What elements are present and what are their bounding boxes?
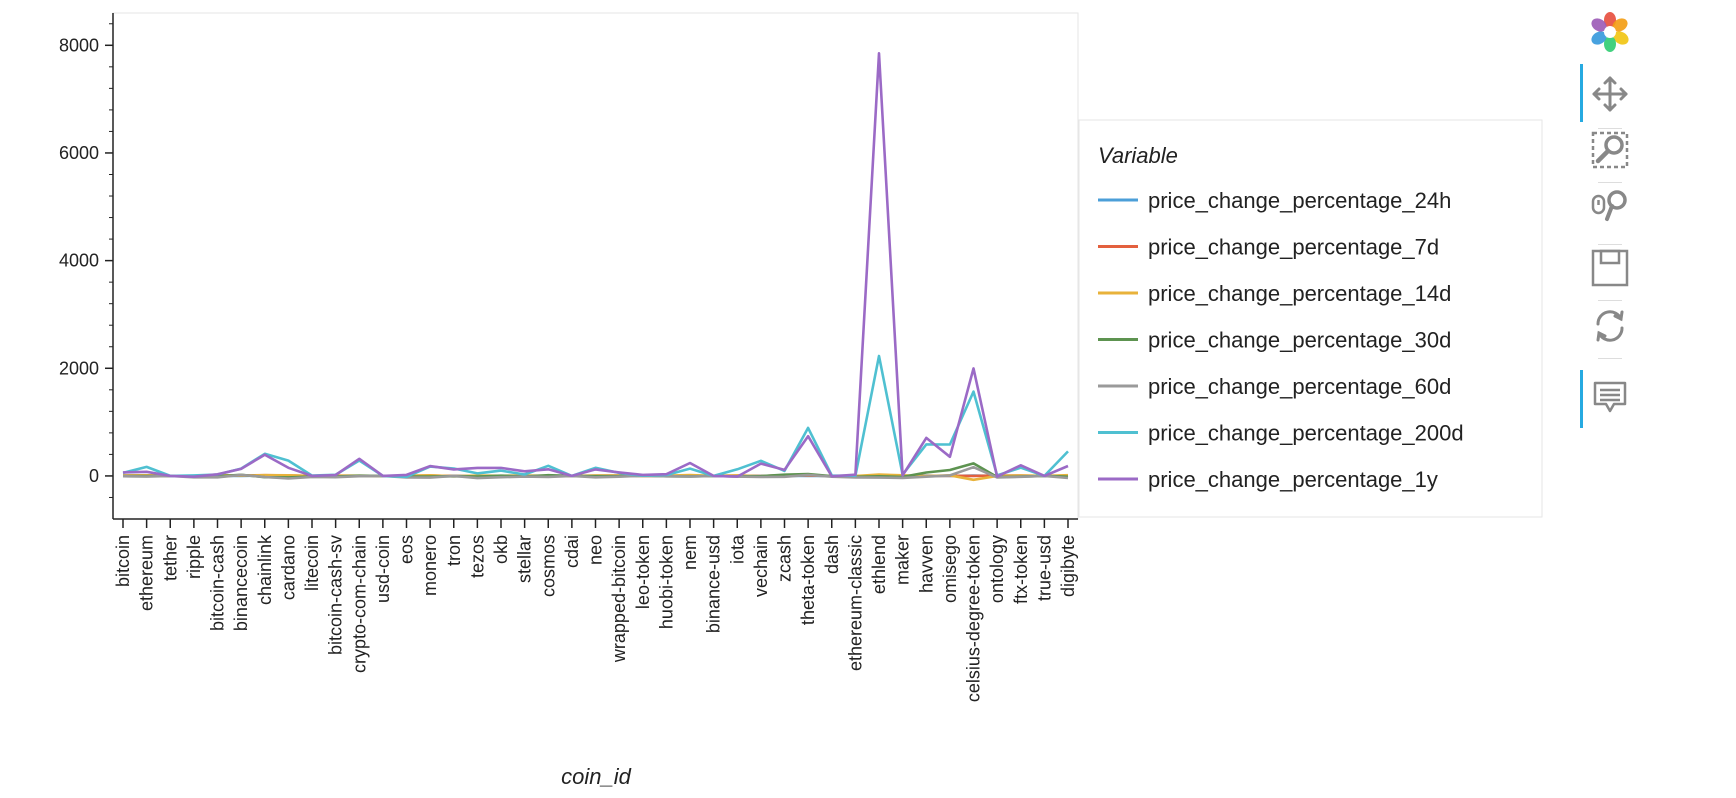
x-tick-label: tron	[444, 535, 464, 566]
x-tick-label: binancecoin	[231, 535, 251, 631]
x-tick-label: crypto-com-chain	[349, 535, 369, 673]
x-tick-label: celsius-degree-token	[964, 535, 984, 702]
legend[interactable]: Variable price_change_percentage_24hpric…	[1078, 119, 1543, 518]
y-tick-label: 8000	[59, 35, 99, 55]
reset-tool-icon[interactable]	[1590, 306, 1630, 346]
legend-label: price_change_percentage_1y	[1148, 467, 1438, 492]
x-tick-label: binance-usd	[704, 535, 724, 633]
x-tick-label: ethlend	[869, 535, 889, 594]
x-tick-label: digibyte	[1058, 535, 1078, 597]
y-tick-label: 2000	[59, 358, 99, 378]
x-tick-label: havven	[916, 535, 936, 593]
series-line-price_change_percentage_60d	[122, 465, 1069, 480]
legend-title: Variable	[1098, 143, 1178, 168]
toolbar-separator	[1598, 128, 1622, 129]
x-tick-label: litecoin	[302, 535, 322, 591]
legend-label: price_change_percentage_14d	[1148, 281, 1451, 306]
wheel-zoom-tool-icon[interactable]	[1590, 186, 1630, 226]
plot-frame	[112, 12, 1079, 520]
x-tick-label: ethereum-classic	[845, 535, 865, 671]
toolbar-separator	[1598, 244, 1622, 245]
hover-tool-icon[interactable]	[1590, 378, 1630, 418]
x-tick-label: vechain	[751, 535, 771, 597]
legend-item-price_change_percentage_24h[interactable]: price_change_percentage_24h	[1098, 188, 1451, 213]
x-tick-label: dash	[822, 535, 842, 574]
toolbar-separator	[1598, 300, 1622, 301]
x-axis: bitcoin ethereum tether ripple bitcoin-cash b…	[113, 518, 1078, 702]
y-tick-label: 0	[89, 466, 99, 486]
series-layer	[122, 51, 1069, 482]
y-tick-label: 6000	[59, 143, 99, 163]
x-tick-label: ripple	[184, 535, 204, 579]
legend-label: price_change_percentage_24h	[1148, 188, 1451, 213]
y-axis: 0 2000 4000 6000 8000	[59, 13, 114, 519]
save-tool-icon[interactable]	[1590, 248, 1630, 288]
series-line-price_change_percentage_1y	[122, 51, 1069, 479]
legend-item-price_change_percentage_1y[interactable]: price_change_percentage_1y	[1098, 467, 1438, 492]
x-tick-label: stellar	[515, 535, 535, 583]
hover-tool-active-indicator	[1580, 370, 1583, 428]
legend-item-price_change_percentage_60d[interactable]: price_change_percentage_60d	[1098, 374, 1451, 399]
bokeh-logo-icon[interactable]	[1590, 12, 1630, 52]
legend-label: price_change_percentage_60d	[1148, 374, 1451, 399]
x-tick-label: bitcoin-cash-sv	[326, 535, 346, 655]
legend-label: price_change_percentage_7d	[1148, 235, 1439, 260]
x-tick-label: chainlink	[255, 534, 275, 605]
x-tick-label: wrapped-bitcoin	[609, 535, 629, 663]
x-tick-label: tether	[160, 535, 180, 581]
legend-box	[1078, 119, 1543, 518]
x-tick-label: huobi-token	[656, 535, 676, 629]
x-tick-label: monero	[420, 535, 440, 596]
x-tick-label: omisego	[940, 535, 960, 603]
x-tick-label: tezos	[467, 535, 487, 578]
x-tick-label: nem	[680, 535, 700, 570]
x-tick-label: maker	[893, 535, 913, 585]
legend-item-price_change_percentage_200d[interactable]: price_change_percentage_200d	[1098, 421, 1464, 446]
legend-label: price_change_percentage_200d	[1148, 421, 1464, 446]
x-tick-label: okb	[491, 535, 511, 564]
legend-item-price_change_percentage_14d[interactable]: price_change_percentage_14d	[1098, 281, 1451, 306]
x-tick-label: leo-token	[633, 535, 653, 609]
box-zoom-tool-icon[interactable]	[1590, 130, 1630, 170]
y-tick-label: 4000	[59, 251, 99, 271]
legend-item-price_change_percentage_7d[interactable]: price_change_percentage_7d	[1098, 235, 1439, 260]
toolbar	[1580, 8, 1640, 448]
x-tick-label: theta-token	[798, 535, 818, 625]
x-tick-label: ftx-token	[1011, 535, 1031, 604]
x-tick-label: cardano	[278, 535, 298, 600]
pan-tool-icon[interactable]	[1590, 74, 1630, 114]
x-tick-label: ethereum	[137, 535, 157, 611]
x-tick-label: true-usd	[1034, 535, 1054, 601]
pan-tool-active-indicator	[1580, 64, 1583, 122]
legend-item-price_change_percentage_30d[interactable]: price_change_percentage_30d	[1098, 328, 1451, 353]
x-tick-label: ontology	[987, 535, 1007, 603]
x-tick-label: cosmos	[538, 535, 558, 597]
legend-label: price_change_percentage_30d	[1148, 328, 1451, 353]
toolbar-separator	[1598, 358, 1622, 359]
x-tick-label: usd-coin	[373, 535, 393, 603]
x-tick-label: cdai	[562, 535, 582, 568]
x-tick-label: eos	[397, 535, 417, 564]
x-tick-label: neo	[586, 535, 606, 565]
x-tick-label: bitcoin-cash	[208, 535, 228, 631]
x-tick-label: bitcoin	[113, 535, 133, 587]
x-tick-label: iota	[727, 534, 747, 564]
x-axis-title: coin_id	[561, 764, 631, 789]
x-tick-label: zcash	[775, 535, 795, 582]
toolbar-separator	[1598, 182, 1622, 183]
